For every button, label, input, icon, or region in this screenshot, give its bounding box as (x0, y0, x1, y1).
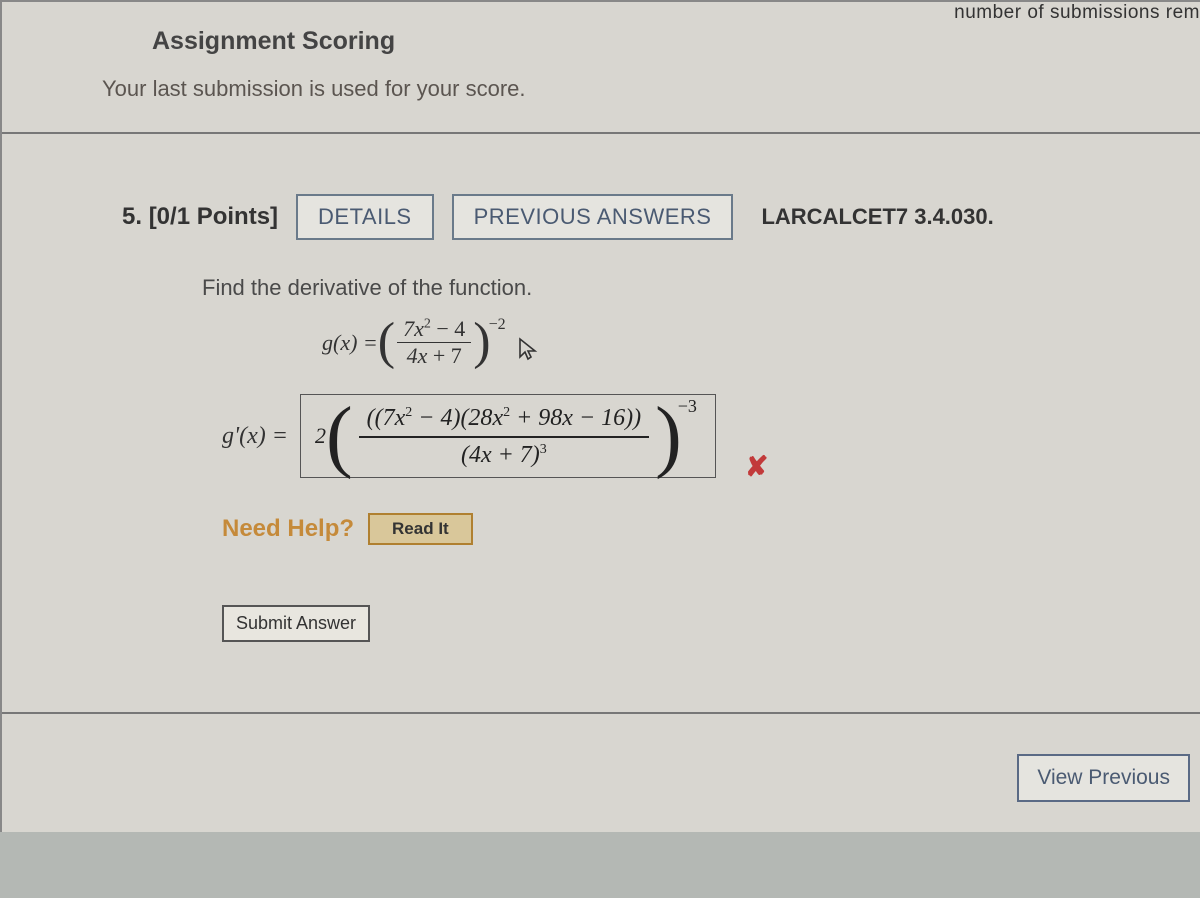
answer-input-box[interactable]: 2 ( ((7x2 − 4)(28x2 + 98x − 16)) (4x + 7… (300, 394, 716, 478)
question-prompt: Find the derivative of the function. (202, 275, 1200, 301)
incorrect-icon: ✘ (745, 450, 768, 483)
assignment-title: Assignment Scoring (152, 27, 1200, 56)
scoring-note: Your last submission is used for your sc… (102, 76, 1200, 102)
question-header: 5. [0/1 Points] DETAILS PREVIOUS ANSWERS… (122, 194, 1200, 240)
trailing-exponent: −3 (678, 396, 697, 417)
answer-row: g'(x) = 2 ( ((7x2 − 4)(28x2 + 98x − 16))… (222, 394, 1200, 478)
g-of-x-equals: g(x) = (322, 330, 378, 356)
denominator: 4x + 7 (401, 343, 468, 369)
q-points: [0/1 Points] (149, 203, 278, 230)
submit-answer-button[interactable]: Submit Answer (222, 605, 370, 642)
submit-row: Submit Answer (222, 605, 1200, 642)
need-help-label: Need Help? (222, 515, 354, 543)
previous-answers-button[interactable]: PREVIOUS ANSWERS (452, 194, 734, 240)
leading-coef: 2 (315, 423, 326, 449)
question-number: 5. [0/1 Points] (122, 203, 278, 231)
big-fraction: ((7x2 − 4)(28x2 + 98x − 16)) (4x + 7)3 (359, 403, 650, 469)
big-denominator: (4x + 7)3 (453, 438, 555, 469)
read-it-button[interactable]: Read It (368, 513, 473, 545)
gprime-label: g'(x) = (222, 423, 288, 450)
header-area: Assignment Scoring Your last submission … (2, 27, 1200, 134)
outer-exponent: −2 (489, 316, 506, 334)
submissions-remaining: number of submissions rem (954, 2, 1200, 24)
function-definition: g(x) = ( 7x2 − 4 4x + 7 ) −2 (322, 316, 1200, 369)
cursor-icon (518, 337, 540, 369)
left-paren: ( (378, 324, 395, 360)
page: number of submissions rem Assignment Sco… (0, 0, 1200, 832)
q-num-text: 5. (122, 203, 142, 230)
question-block: 5. [0/1 Points] DETAILS PREVIOUS ANSWERS… (122, 174, 1200, 712)
fraction: 7x2 − 4 4x + 7 (397, 316, 471, 369)
need-help-row: Need Help? Read It (222, 513, 1200, 545)
chapter-ref: LARCALCET7 3.4.030. (761, 204, 993, 230)
footer: View Previous (2, 712, 1200, 832)
big-right-paren: ) (655, 412, 682, 460)
big-left-paren: ( (326, 412, 353, 460)
numerator: 7x2 − 4 (397, 316, 471, 343)
big-numerator: ((7x2 − 4)(28x2 + 98x − 16)) (359, 403, 650, 438)
details-button[interactable]: DETAILS (296, 194, 434, 240)
view-previous-button[interactable]: View Previous (1017, 754, 1190, 802)
